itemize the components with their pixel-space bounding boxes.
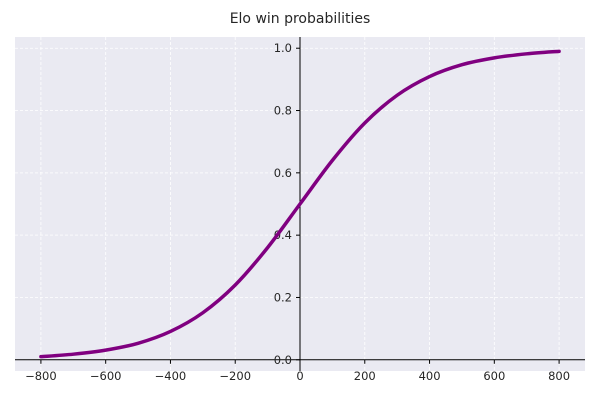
x-tick-label: 200 <box>354 369 376 383</box>
x-tick-label: 600 <box>483 369 505 383</box>
y-tick-label: 0.6 <box>274 166 292 180</box>
x-tick-label: −400 <box>155 369 187 383</box>
y-tick-label: 1.0 <box>274 41 292 55</box>
x-tick-label: −800 <box>25 369 57 383</box>
chart-title: Elo win probabilities <box>229 11 371 27</box>
y-tick-label: 0.0 <box>274 353 292 367</box>
y-tick-label: 0.2 <box>274 290 292 304</box>
x-tick-label: 0 <box>296 369 303 383</box>
x-tick-label: 400 <box>419 369 441 383</box>
x-tick-label: −200 <box>219 369 251 383</box>
series-line <box>39 49 561 359</box>
x-tick-label: −600 <box>90 369 122 383</box>
x-tick-label: 800 <box>548 369 570 383</box>
y-tick-label: 0.8 <box>274 104 292 118</box>
series <box>39 49 561 359</box>
ticks: −800 −600 −400 −200 0 200 400 600 8000.00.20.40.… <box>25 41 570 383</box>
